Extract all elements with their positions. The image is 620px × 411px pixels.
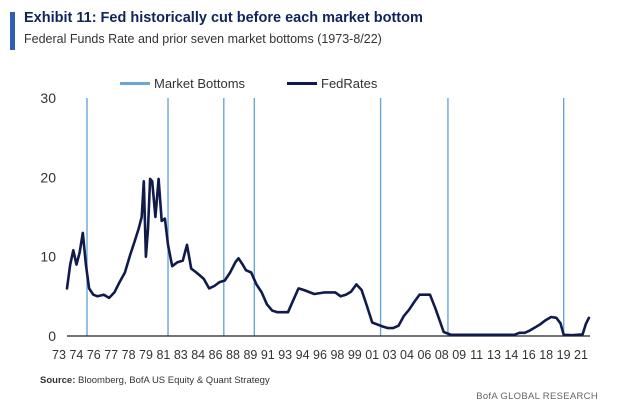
legend-item-market-bottoms: Market Bottoms (120, 76, 245, 91)
chart-subtitle: Federal Funds Rate and prior seven marke… (24, 32, 382, 46)
x-tick-label-21: 21 (574, 348, 588, 362)
x-tick-label-18: 18 (539, 348, 553, 362)
x-tick-label-19: 19 (557, 348, 571, 362)
legend-label-market-bottoms: Market Bottoms (154, 76, 246, 91)
x-tick-label-76: 76 (87, 348, 101, 362)
x-tick-label-86: 86 (209, 348, 223, 362)
x-tick-label-01: 01 (365, 348, 379, 362)
x-tick-label-11: 11 (470, 348, 483, 362)
x-tick-label-98: 98 (330, 348, 344, 362)
x-tick-label-74: 74 (69, 348, 83, 362)
x-tick-label-16: 16 (522, 348, 536, 362)
x-tick-label-03: 03 (383, 348, 397, 362)
chart-title: Exhibit 11: Fed historically cut before … (24, 10, 423, 26)
x-tick-label-83: 83 (174, 348, 188, 362)
title-accent-bar (10, 12, 15, 50)
brand-footer: BofA GLOBAL RESEARCH (476, 391, 598, 402)
x-tick-label-14: 14 (504, 348, 518, 362)
x-tick-label-77: 77 (104, 348, 118, 362)
x-tick-label-81: 81 (156, 348, 170, 362)
source-text: Bloomberg, BofA US Equity & Quant Strate… (78, 375, 270, 386)
x-tick-label-78: 78 (122, 348, 136, 362)
y-tick-label-0: 0 (48, 328, 56, 344)
x-tick-label-99: 99 (348, 348, 362, 362)
y-tick-label-30: 30 (40, 90, 56, 106)
x-tick-label-94: 94 (296, 348, 310, 362)
source-label: Source: (40, 375, 76, 386)
x-tick-label-13: 13 (487, 348, 501, 362)
y-tick-label-10: 10 (40, 249, 56, 265)
x-tick-label-73: 73 (52, 348, 66, 362)
legend-item-fedrates: FedRates (287, 76, 377, 91)
chart-legend: Market Bottoms FedRates (0, 76, 620, 96)
x-tick-label-06: 06 (417, 348, 431, 362)
legend-swatch-fedrates (287, 82, 317, 85)
legend-swatch-market-bottoms (120, 82, 150, 85)
fedrates-line (65, 177, 591, 337)
y-tick-label-20: 20 (40, 169, 56, 185)
x-tick-label-04: 04 (400, 348, 414, 362)
x-tick-label-88: 88 (226, 348, 240, 362)
x-tick-label-84: 84 (191, 348, 205, 362)
legend-label-fedrates: FedRates (321, 76, 378, 91)
x-tick-label-79: 79 (139, 348, 153, 362)
x-tick-label-96: 96 (313, 348, 327, 362)
x-tick-label-89: 89 (243, 348, 257, 362)
x-tick-label-08: 08 (435, 348, 449, 362)
x-tick-label-91: 91 (261, 348, 275, 362)
source-note: Source: Bloomberg, BofA US Equity & Quan… (40, 375, 270, 386)
x-tick-label-93: 93 (278, 348, 292, 362)
x-tick-label-09: 09 (452, 348, 466, 362)
